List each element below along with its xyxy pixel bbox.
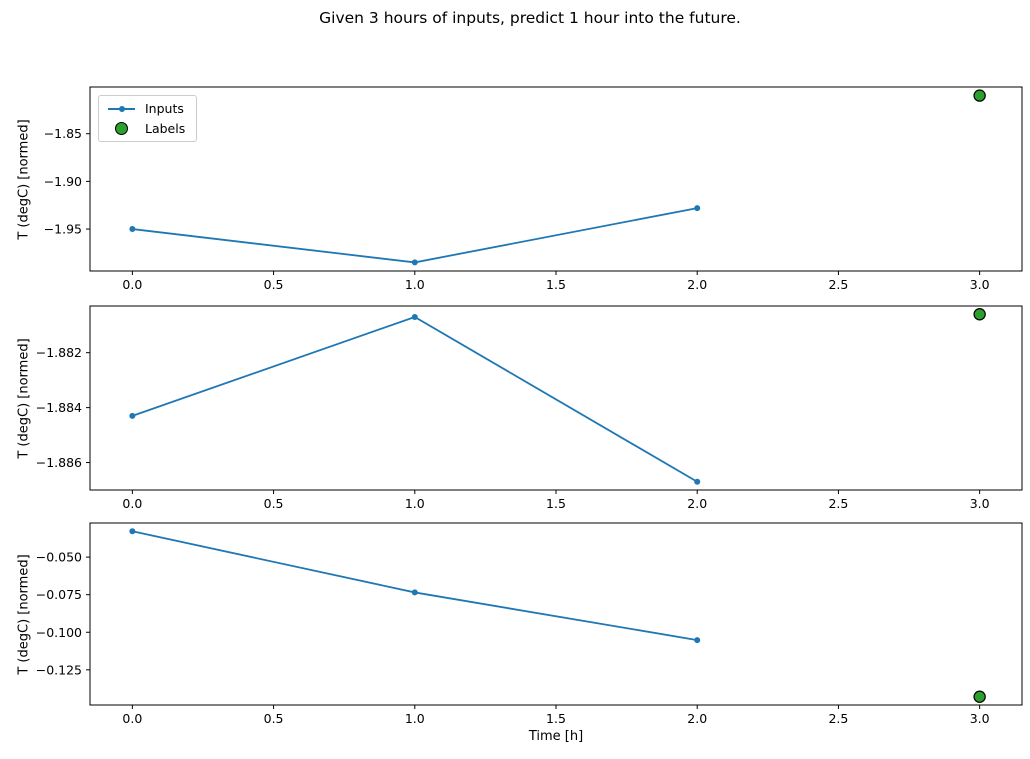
subplot-2-ylabel: T (degC) [normed] <box>16 337 32 459</box>
x-tick-label: 1.5 <box>546 711 566 726</box>
y-tick-label: −1.95 <box>44 222 82 237</box>
x-tick-label: 0.0 <box>122 277 142 292</box>
x-tick-label: 2.0 <box>687 277 707 292</box>
x-tick-label: 1.0 <box>405 277 425 292</box>
x-tick-label: 2.0 <box>687 711 707 726</box>
labels-marker <box>973 690 986 703</box>
figure-title: Given 3 hours of inputs, predict 1 hour … <box>319 9 741 27</box>
inputs-marker <box>411 259 418 266</box>
x-tick-label: 0.5 <box>264 277 284 292</box>
subplot-3-ylabel-box: T (degC) [normed] <box>9 523 39 705</box>
subplot-2-spines <box>89 305 1023 491</box>
legend-label-inputs: Inputs <box>145 101 184 116</box>
legend-item-inputs: Inputs <box>108 101 185 116</box>
x-tick-label: 0.0 <box>122 711 142 726</box>
inputs-line <box>132 315 698 483</box>
x-tick-label: 2.5 <box>828 277 848 292</box>
inputs-marker <box>129 528 136 535</box>
y-tick-label: −0.100 <box>36 625 82 640</box>
legend-label-labels: Labels <box>145 121 186 136</box>
inputs-marker <box>411 313 418 320</box>
legend-item-labels: Labels <box>108 121 185 136</box>
x-tick-label: 3.0 <box>970 711 990 726</box>
inputs-marker <box>694 637 701 644</box>
inputs-marker <box>694 478 701 485</box>
x-tick-label: 3.0 <box>970 496 990 511</box>
x-axis-label: Time [h] <box>528 729 584 744</box>
subplot-1-ylabel-box: T (degC) [normed] <box>9 87 39 271</box>
inputs-marker <box>694 205 701 212</box>
x-tick-label: 1.5 <box>546 496 566 511</box>
subplot-1: 0.0 0.5 1.0 1.5 2.0 2.5 3.0 −1.85 −1.90 −1.95 <box>44 86 1023 292</box>
x-tick-label: 3.0 <box>970 277 990 292</box>
legend: Inputs Labels <box>98 95 198 142</box>
x-tick-label: 0.0 <box>122 496 142 511</box>
y-tick-label: −1.884 <box>36 400 82 415</box>
x-tick-label: 2.5 <box>828 711 848 726</box>
x-tick-label: 2.0 <box>687 496 707 511</box>
inputs-line <box>132 207 698 264</box>
subplot-2: 0.0 0.5 1.0 1.5 2.0 2.5 3.0 −1.882 −1.884 −1.886 <box>36 305 1023 511</box>
inputs-line-sample-icon <box>108 105 135 112</box>
inputs-marker <box>411 589 418 596</box>
labels-marker <box>973 308 986 321</box>
subplot-3-spines <box>89 522 1023 706</box>
x-tick-label: 0.5 <box>264 711 284 726</box>
x-tick-label: 1.5 <box>546 277 566 292</box>
labels-marker <box>973 89 986 102</box>
subplot-1-ylabel: T (degC) [normed] <box>16 118 32 240</box>
y-tick-label: −1.90 <box>44 174 82 189</box>
inputs-line <box>132 530 698 641</box>
inputs-marker <box>129 226 136 233</box>
x-tick-label: 2.5 <box>828 496 848 511</box>
y-tick-label: −0.125 <box>36 662 82 677</box>
y-tick-label: −1.882 <box>36 345 82 360</box>
subplot-3: 0.0 0.5 1.0 1.5 2.0 2.5 3.0 −0.050 −0.075 −0.100 −… <box>36 522 1023 726</box>
subplot-3-ylabel: T (degC) [normed] <box>16 553 32 675</box>
x-tick-label: 1.0 <box>405 711 425 726</box>
labels-marker-sample-icon <box>108 122 135 135</box>
inputs-marker <box>129 412 136 419</box>
y-tick-label: −0.075 <box>36 587 82 602</box>
subplot-1-spines <box>89 86 1023 272</box>
subplot-2-ylabel-box: T (degC) [normed] <box>9 306 39 490</box>
x-tick-label: 1.0 <box>405 496 425 511</box>
y-tick-label: −1.886 <box>36 455 82 470</box>
x-tick-label: 0.5 <box>264 496 284 511</box>
y-tick-label: −0.050 <box>36 550 82 565</box>
y-tick-label: −1.85 <box>44 126 82 141</box>
